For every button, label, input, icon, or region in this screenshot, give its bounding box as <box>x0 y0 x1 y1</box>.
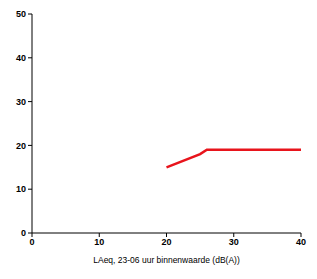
svg-text:0: 0 <box>21 228 26 238</box>
svg-text:LAeq, 23-06 uur binnenwaarde (: LAeq, 23-06 uur binnenwaarde (dB(A)) <box>93 255 240 265</box>
svg-text:50: 50 <box>16 9 26 19</box>
svg-text:10: 10 <box>94 237 104 247</box>
svg-text:40: 40 <box>16 53 26 63</box>
svg-text:30: 30 <box>229 237 239 247</box>
svg-text:20: 20 <box>16 141 26 151</box>
svg-text:30: 30 <box>16 97 26 107</box>
svg-text:10: 10 <box>16 184 26 194</box>
svg-text:40: 40 <box>296 237 306 247</box>
svg-text:20: 20 <box>161 237 171 247</box>
svg-text:0: 0 <box>29 237 34 247</box>
